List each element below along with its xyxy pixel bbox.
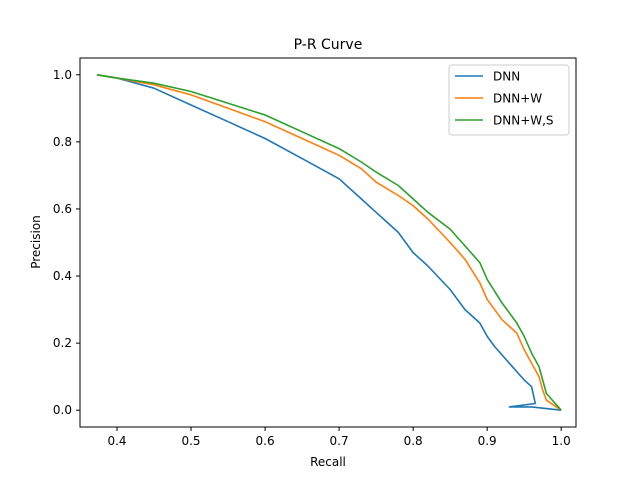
legend-box bbox=[448, 64, 570, 136]
series-layer bbox=[96, 74, 562, 411]
y-tick-label: 0.6 bbox=[53, 202, 72, 216]
y-tick-label: 1.0 bbox=[53, 68, 72, 82]
x-tick-label: 0.9 bbox=[478, 434, 497, 448]
plot-frame bbox=[79, 57, 577, 428]
legend-label: DNN+W,S bbox=[493, 114, 554, 128]
x-axis-label: Recall bbox=[310, 455, 346, 469]
y-axis-ticks: 0.0 0.2 0.4 0.6 0.8 1.0 bbox=[53, 68, 80, 417]
y-tick-label: 0.2 bbox=[53, 336, 72, 350]
series-line-1 bbox=[96, 74, 562, 411]
series-line-2 bbox=[96, 74, 562, 411]
y-tick-label: 0.8 bbox=[53, 135, 72, 149]
x-tick-label: 0.4 bbox=[107, 434, 126, 448]
x-tick-label: 0.6 bbox=[256, 434, 275, 448]
y-axis-label: Precision bbox=[29, 215, 43, 269]
series-line-0 bbox=[96, 74, 562, 411]
chart-title: P-R Curve bbox=[294, 37, 363, 53]
legend-label: DNN+W bbox=[493, 92, 542, 106]
x-tick-label: 0.5 bbox=[181, 434, 200, 448]
x-axis-ticks: 0.4 0.5 0.6 0.7 0.8 0.9 1.0 bbox=[107, 427, 571, 448]
x-tick-label: 1.0 bbox=[552, 434, 571, 448]
legend: DNN DNN+W DNN+W,S bbox=[448, 64, 570, 136]
x-tick-label: 0.8 bbox=[404, 434, 423, 448]
x-tick-label: 0.7 bbox=[330, 434, 349, 448]
y-tick-label: 0.4 bbox=[53, 269, 72, 283]
y-tick-label: 0.0 bbox=[53, 403, 72, 417]
legend-label: DNN bbox=[493, 70, 520, 84]
